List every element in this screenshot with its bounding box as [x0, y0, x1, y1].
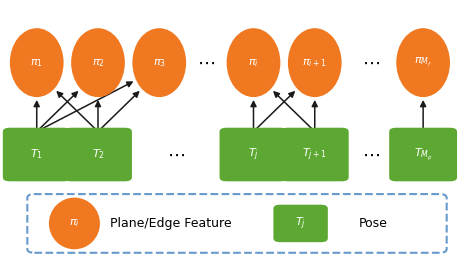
Text: $T_1$: $T_1$ — [30, 148, 43, 162]
Text: Pose: Pose — [359, 217, 388, 230]
Text: $T_{j+1}$: $T_{j+1}$ — [302, 146, 327, 163]
FancyBboxPatch shape — [281, 128, 349, 181]
Ellipse shape — [71, 28, 125, 97]
Text: $T_2$: $T_2$ — [91, 148, 104, 162]
Ellipse shape — [49, 198, 100, 249]
Ellipse shape — [10, 28, 64, 97]
Text: $\pi_2$: $\pi_2$ — [91, 57, 104, 69]
Text: $\pi_i$: $\pi_i$ — [248, 57, 259, 69]
FancyBboxPatch shape — [273, 205, 328, 242]
Text: $\cdots$: $\cdots$ — [167, 146, 185, 164]
Text: $\pi_1$: $\pi_1$ — [30, 57, 43, 69]
Ellipse shape — [288, 28, 342, 97]
Text: $T_j$: $T_j$ — [248, 146, 259, 163]
Text: $\pi_{i+1}$: $\pi_{i+1}$ — [302, 57, 327, 69]
FancyBboxPatch shape — [219, 128, 287, 181]
Text: $\cdots$: $\cdots$ — [362, 146, 380, 164]
Text: $\pi_{M_f}$: $\pi_{M_f}$ — [414, 56, 432, 69]
FancyBboxPatch shape — [27, 194, 447, 253]
Text: $T_{M_p}$: $T_{M_p}$ — [414, 147, 432, 163]
Ellipse shape — [396, 28, 450, 97]
FancyBboxPatch shape — [3, 128, 71, 181]
Ellipse shape — [132, 28, 186, 97]
Text: Plane/Edge Feature: Plane/Edge Feature — [110, 217, 232, 230]
Ellipse shape — [227, 28, 280, 97]
Text: $\cdots$: $\cdots$ — [197, 54, 215, 72]
FancyBboxPatch shape — [389, 128, 457, 181]
FancyBboxPatch shape — [64, 128, 132, 181]
Text: $T_j$: $T_j$ — [295, 215, 306, 232]
Text: $\pi_3$: $\pi_3$ — [153, 57, 166, 69]
Text: $\pi_i$: $\pi_i$ — [69, 217, 80, 229]
Text: $\cdots$: $\cdots$ — [362, 54, 380, 72]
